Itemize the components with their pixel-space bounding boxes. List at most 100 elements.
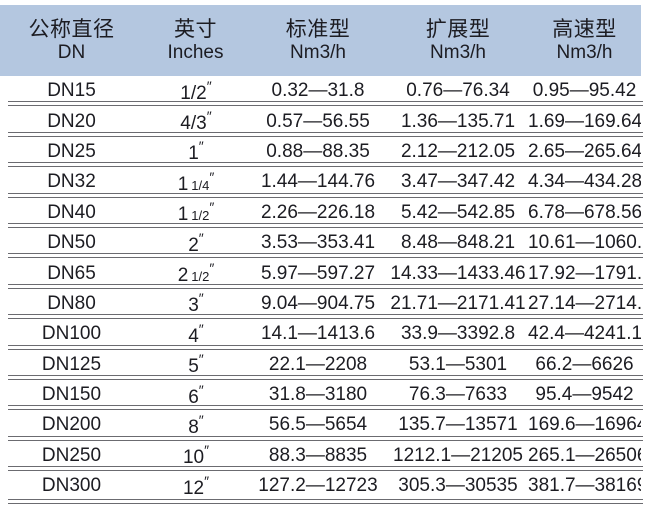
cell-standard: 2.26—226.18 — [260, 201, 376, 223]
cell-highspeed: 6.78—678.56 — [528, 201, 641, 223]
table-row: DN40 1 1/2″ 2.26—226.18 5.42—542.85 6.78—678.… — [0, 198, 650, 229]
column-header-inches: 英寸 Inches — [143, 18, 248, 64]
cell-dn: DN200 — [41, 414, 102, 436]
cell-extended: 1212.1—21205 — [393, 444, 523, 466]
cell-extended: 76.3—7633 — [408, 384, 508, 406]
cell-extended: 14.33—1433.46 — [390, 262, 526, 284]
cell-extended: 5.42—542.85 — [400, 201, 516, 223]
column-header-highspeed-subtitle: Nm3/h — [556, 42, 613, 64]
column-header-dn: 公称直径 DN — [0, 18, 143, 64]
table-row: DN15 1/2″ 0.32—31.8 0.76—76.34 0.95—95.42 — [0, 76, 650, 107]
cell-standard: 22.1—2208 — [268, 353, 368, 375]
cell-standard: 31.8—3180 — [268, 384, 368, 406]
cell-highspeed: 10.61—1060.25 — [528, 232, 641, 254]
cell-extended: 53.1—5301 — [408, 353, 508, 375]
cell-inches: 1″ — [188, 138, 204, 165]
cell-highspeed: 169.6—16964 — [528, 414, 641, 436]
cell-dn: DN32 — [47, 171, 96, 193]
table-row: DN20 4/3″ 0.57—56.55 1.36—135.71 1.69—169.64 — [0, 106, 650, 138]
cell-inches: 12″ — [182, 472, 209, 499]
cell-inches: 2″ — [188, 229, 204, 256]
table-row: DN50 2″ 3.53—353.41 8.48—848.21 10.61—1060.2… — [0, 228, 650, 259]
cell-highspeed: 17.92—1791.81 — [528, 262, 641, 284]
column-header-inches-title: 英寸 — [174, 17, 217, 41]
column-header-extended-title: 扩展型 — [425, 17, 491, 41]
cell-dn: DN300 — [41, 475, 102, 497]
cell-extended: 1.36—135.71 — [400, 110, 516, 132]
column-header-extended: 扩展型 Nm3/h — [388, 18, 528, 64]
cell-standard: 56.5—5654 — [268, 414, 368, 436]
column-header-dn-title: 公称直径 — [28, 17, 115, 41]
cell-extended: 135.7—13571 — [398, 414, 518, 436]
cell-standard: 9.04—904.75 — [260, 292, 376, 314]
cell-highspeed: 381.7—38169 — [528, 475, 641, 497]
cell-dn: DN150 — [41, 384, 102, 406]
cell-inches: 4″ — [188, 320, 204, 347]
cell-inches: 10″ — [182, 442, 209, 469]
cell-standard: 5.97—597.27 — [260, 262, 376, 284]
cell-dn: DN125 — [41, 353, 102, 375]
cell-inches: 6″ — [188, 381, 204, 408]
cell-dn: DN15 — [47, 80, 96, 102]
cell-inches: 1/2″ — [180, 77, 211, 104]
cell-dn: DN40 — [47, 201, 96, 223]
cell-standard: 0.57—56.55 — [266, 110, 370, 132]
cell-standard: 0.32—31.8 — [271, 80, 365, 102]
cell-extended: 0.76—76.34 — [406, 80, 510, 102]
cell-dn: DN25 — [47, 140, 96, 162]
column-header-highspeed: 高速型 Nm3/h — [528, 18, 641, 64]
cell-highspeed: 27.14—2714.21 — [528, 292, 641, 314]
cell-standard: 0.88—88.35 — [266, 140, 370, 162]
table-row: DN150 6″ 31.8—3180 76.3—7633 95.4—9542 — [0, 380, 650, 411]
cell-highspeed: 265.1—26506 — [528, 444, 641, 466]
table-body: DN15 1/2″ 0.32—31.8 0.76—76.34 0.95—95.42 DN2… — [0, 76, 650, 505]
table-row: DN200 8″ 56.5—5654 135.7—13571 169.6—16964 — [0, 410, 650, 442]
table-row: DN25 1″ 0.88—88.35 2.12—212.05 2.65—265.64 — [0, 137, 650, 168]
cell-dn: DN80 — [47, 292, 96, 314]
cell-extended: 2.12—212.05 — [400, 140, 516, 162]
table-header-row: 公称直径 DN 英寸 Inches 标准型 Nm3/h 扩展型 Nm3/h 高速… — [0, 5, 641, 76]
table-row: DN32 1 1/4″ 1.44—144.76 3.47—347.42 4.34—434.… — [0, 167, 650, 198]
table-row: DN250 10″ 88.3—8835 1212.1—21205 265.1—26506 — [0, 441, 650, 472]
cell-highspeed: 4.34—434.28 — [528, 171, 641, 193]
table-header: 公称直径 DN 英寸 Inches 标准型 Nm3/h 扩展型 Nm3/h 高速… — [0, 5, 641, 76]
cell-extended: 33.9—3392.8 — [400, 323, 516, 345]
cell-inches: 1 1/2″ — [177, 199, 215, 226]
cell-standard: 3.53—353.41 — [260, 232, 376, 254]
cell-highspeed: 42.4—4241.1 — [528, 323, 641, 345]
cell-standard: 88.3—8835 — [268, 444, 368, 466]
table-row: DN80 3″ 9.04—904.75 21.71—2171.41 27.14—2714… — [0, 289, 650, 320]
cell-dn: DN250 — [41, 444, 102, 466]
cell-inches: 5″ — [188, 351, 204, 378]
cell-highspeed: 1.69—169.64 — [528, 110, 641, 132]
column-header-standard-subtitle: Nm3/h — [290, 42, 346, 64]
cell-extended: 8.48—848.21 — [400, 232, 516, 254]
column-header-inches-subtitle: Inches — [167, 42, 224, 64]
cell-dn: DN100 — [41, 323, 102, 345]
column-header-standard: 标准型 Nm3/h — [248, 18, 388, 64]
cell-extended: 3.47—347.42 — [400, 171, 516, 193]
cell-inches: 1 1/4″ — [177, 168, 215, 195]
table-row: DN100 4″ 14.1—1413.6 33.9—3392.8 42.4—4241.1 — [0, 319, 650, 350]
table-row: DN300 12″ 127.2—12723 305.3—30535 381.7—3816… — [0, 471, 650, 505]
cell-highspeed: 2.65—265.64 — [528, 140, 641, 162]
cell-standard: 1.44—144.76 — [260, 171, 376, 193]
cell-standard: 14.1—1413.6 — [260, 323, 376, 345]
cell-dn: DN65 — [47, 262, 96, 284]
cell-standard: 127.2—12723 — [258, 475, 378, 497]
cell-inches: 2 1/2″ — [177, 260, 215, 287]
cell-highspeed: 95.4—9542 — [535, 384, 634, 406]
cell-extended: 305.3—30535 — [398, 475, 518, 497]
cell-inches: 8″ — [188, 411, 204, 438]
cell-dn: DN50 — [47, 232, 96, 254]
cell-extended: 21.71—2171.41 — [390, 292, 526, 314]
table-row: DN125 5″ 22.1—2208 53.1—5301 66.2—6626 — [0, 350, 650, 381]
column-header-dn-subtitle: DN — [57, 42, 86, 64]
column-header-highspeed-title: 高速型 — [552, 17, 617, 41]
cell-highspeed: 0.95—95.42 — [532, 80, 637, 102]
cell-dn: DN20 — [47, 110, 96, 132]
cell-inches: 4/3″ — [180, 108, 211, 135]
column-header-standard-title: 标准型 — [285, 17, 351, 41]
column-header-extended-subtitle: Nm3/h — [430, 42, 486, 64]
